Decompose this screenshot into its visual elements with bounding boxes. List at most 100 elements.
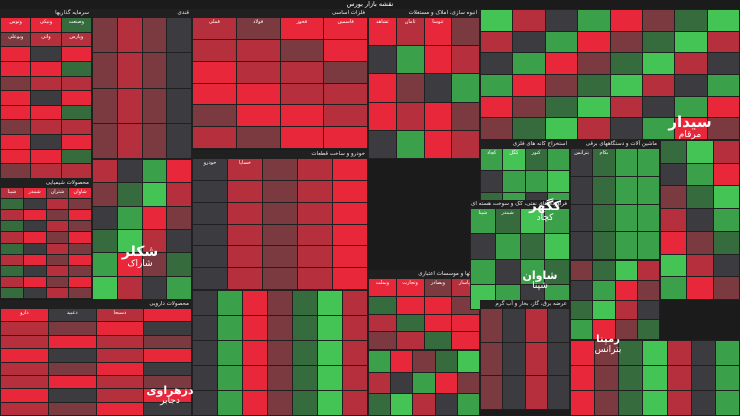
stock-tile[interactable] bbox=[93, 276, 117, 299]
stock-tile[interactable] bbox=[481, 170, 503, 192]
stock-tile[interactable] bbox=[243, 366, 267, 390]
stock-tile[interactable] bbox=[691, 341, 715, 365]
stock-tile[interactable]: کگل bbox=[503, 149, 525, 170]
stock-tile[interactable] bbox=[503, 342, 525, 376]
stock-tile[interactable] bbox=[675, 10, 707, 31]
stock-tile[interactable] bbox=[193, 391, 217, 415]
stock-tile[interactable] bbox=[218, 316, 242, 340]
stock-tile[interactable] bbox=[615, 320, 637, 339]
stock-tile[interactable] bbox=[471, 234, 495, 259]
sector-block[interactable]: انبوه سازی، املاک و مستغلات ثشاهد ثامان ثنو… bbox=[368, 9, 480, 159]
stock-tile[interactable] bbox=[571, 366, 595, 390]
stock-tile[interactable] bbox=[1, 232, 23, 243]
stock-tile[interactable] bbox=[96, 322, 144, 335]
stock-tile[interactable] bbox=[593, 176, 615, 204]
stock-tile[interactable] bbox=[69, 210, 91, 221]
stock-tile[interactable] bbox=[661, 163, 687, 186]
stock-tile[interactable] bbox=[435, 351, 457, 372]
stock-tile[interactable] bbox=[637, 232, 659, 259]
stock-tile[interactable] bbox=[93, 253, 117, 276]
stock-tile[interactable] bbox=[117, 88, 142, 123]
stock-tile[interactable] bbox=[117, 183, 142, 206]
stock-tile[interactable] bbox=[661, 277, 687, 299]
stock-tile[interactable]: ثنوسا bbox=[424, 18, 452, 46]
stock-tile[interactable] bbox=[571, 280, 593, 300]
stock-tile[interactable] bbox=[46, 276, 69, 287]
stock-tile[interactable] bbox=[96, 349, 144, 362]
stock-tile[interactable] bbox=[687, 254, 713, 277]
stock-tile[interactable] bbox=[243, 341, 267, 365]
stock-tile[interactable]: کنور bbox=[525, 149, 547, 170]
stock-tile[interactable] bbox=[687, 231, 713, 254]
stock-tile[interactable] bbox=[93, 123, 117, 158]
stock-tile[interactable] bbox=[637, 261, 659, 280]
stock-tile[interactable] bbox=[547, 309, 569, 342]
stock-tile[interactable] bbox=[117, 230, 142, 253]
stock-tile[interactable] bbox=[343, 316, 367, 340]
stock-tile[interactable] bbox=[369, 130, 396, 158]
stock-tile[interactable] bbox=[619, 391, 643, 415]
stock-tile[interactable] bbox=[93, 183, 117, 206]
stock-tile[interactable] bbox=[96, 335, 144, 349]
stock-tile[interactable] bbox=[593, 204, 615, 232]
stock-tile[interactable] bbox=[31, 164, 61, 178]
stock-tile[interactable] bbox=[525, 376, 547, 409]
stock-tile[interactable] bbox=[687, 209, 713, 231]
stock-tile[interactable] bbox=[707, 96, 739, 118]
stock-tile[interactable] bbox=[324, 127, 367, 148]
stock-tile[interactable]: وتوس bbox=[1, 18, 31, 32]
stock-tile[interactable] bbox=[1, 76, 31, 91]
stock-tile[interactable] bbox=[578, 31, 610, 53]
stock-tile[interactable] bbox=[547, 149, 569, 170]
stock-tile[interactable] bbox=[424, 74, 452, 102]
stock-tile[interactable] bbox=[578, 118, 610, 139]
stock-tile[interactable] bbox=[1, 265, 23, 276]
stock-tile[interactable] bbox=[571, 320, 593, 339]
stock-tile[interactable] bbox=[23, 232, 46, 243]
stock-tile[interactable] bbox=[69, 243, 91, 254]
stock-tile[interactable] bbox=[545, 96, 578, 118]
sector-block[interactable]: محصولات شیمیایی شپنا شبندر شتران شاوان bbox=[0, 179, 92, 299]
stock-tile[interactable] bbox=[333, 224, 367, 246]
sector-block[interactable] bbox=[570, 260, 660, 340]
stock-tile[interactable] bbox=[228, 268, 262, 289]
stock-tile[interactable] bbox=[593, 300, 615, 320]
stock-tile[interactable] bbox=[263, 202, 297, 224]
stock-tile[interactable] bbox=[520, 259, 545, 284]
stock-tile[interactable] bbox=[193, 202, 227, 224]
sector-block[interactable]: سرمایه گذاریها وتوس ونیکی وصنعت وبوعلی واتی وپ… bbox=[0, 9, 92, 179]
stock-tile[interactable] bbox=[61, 91, 91, 105]
stock-tile[interactable] bbox=[1, 254, 23, 265]
stock-tile[interactable] bbox=[547, 170, 569, 192]
stock-tile[interactable] bbox=[96, 362, 144, 375]
sector-block[interactable]: محصولات دارویی دارو دعبید دسبحا bbox=[0, 300, 192, 416]
stock-tile[interactable] bbox=[513, 53, 545, 74]
stock-tile[interactable] bbox=[369, 296, 396, 314]
stock-tile[interactable] bbox=[667, 341, 691, 365]
stock-tile[interactable] bbox=[142, 53, 167, 88]
stock-tile[interactable] bbox=[578, 53, 610, 74]
stock-tile[interactable] bbox=[593, 320, 615, 339]
stock-tile[interactable] bbox=[513, 31, 545, 53]
stock-tile[interactable] bbox=[324, 61, 367, 83]
stock-tile[interactable] bbox=[578, 10, 610, 31]
stock-tile[interactable] bbox=[369, 332, 396, 349]
stock-tile[interactable] bbox=[571, 300, 593, 320]
stock-tile[interactable] bbox=[324, 83, 367, 105]
stock-tile[interactable] bbox=[595, 341, 619, 365]
stock-tile[interactable] bbox=[661, 209, 687, 231]
stock-tile[interactable] bbox=[452, 102, 479, 130]
stock-tile[interactable] bbox=[571, 391, 595, 415]
stock-tile[interactable] bbox=[142, 230, 167, 253]
stock-tile[interactable] bbox=[117, 18, 142, 53]
stock-tile[interactable] bbox=[481, 309, 503, 342]
stock-tile[interactable]: ونیکی bbox=[31, 18, 61, 32]
stock-tile[interactable] bbox=[298, 246, 332, 268]
stock-tile[interactable]: دارو bbox=[1, 309, 48, 322]
stock-tile[interactable] bbox=[280, 83, 324, 105]
stock-tile[interactable] bbox=[31, 105, 61, 120]
stock-tile[interactable] bbox=[707, 53, 739, 74]
stock-tile[interactable] bbox=[1, 243, 23, 254]
stock-tile[interactable] bbox=[167, 53, 191, 88]
stock-tile[interactable] bbox=[615, 204, 637, 232]
